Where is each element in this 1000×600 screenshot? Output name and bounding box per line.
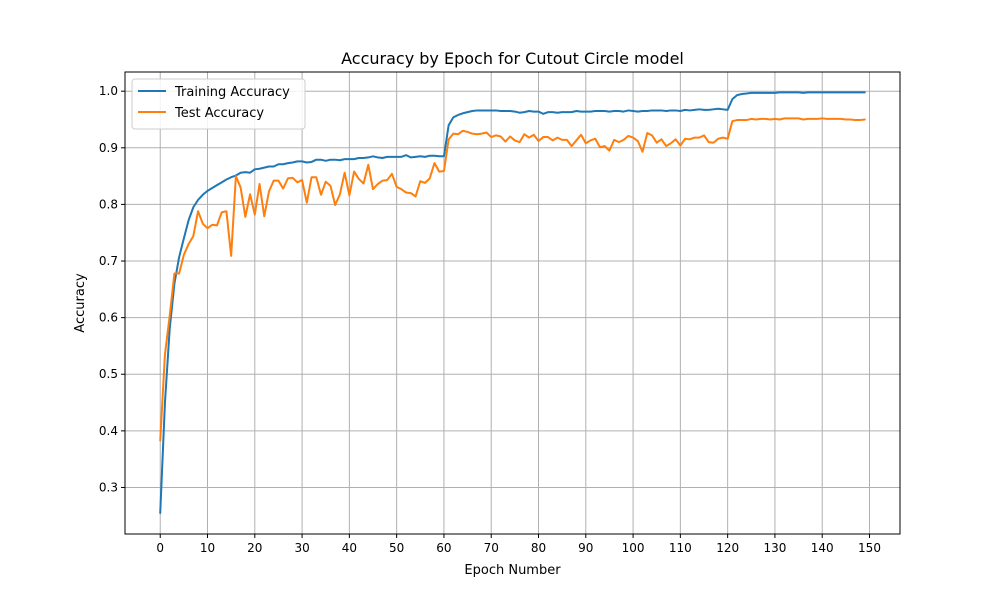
x-tick-label: 120 bbox=[716, 541, 739, 555]
x-tick-label: 110 bbox=[669, 541, 692, 555]
x-tick-label: 80 bbox=[531, 541, 546, 555]
series-line-test-accuracy bbox=[159, 117, 866, 442]
x-tick-label: 30 bbox=[294, 541, 309, 555]
series-line-training-accuracy bbox=[159, 91, 866, 514]
x-tick-label: 140 bbox=[811, 541, 834, 555]
x-axis: 0 10 20 30 40 50 60 70 80 90 100 110 120 130 140 150 bbox=[156, 534, 881, 555]
legend-label-training-accuracy: Training Accuracy bbox=[174, 85, 290, 100]
y-tick-label: 0.5 bbox=[99, 367, 118, 381]
chart-title: Accuracy by Epoch for Cutout Circle mode… bbox=[341, 49, 684, 68]
x-tick-label: 130 bbox=[763, 541, 786, 555]
legend: Training Accuracy Test Accuracy bbox=[131, 78, 306, 130]
x-tick-label: 70 bbox=[484, 541, 499, 555]
x-tick-label: 100 bbox=[622, 541, 645, 555]
y-axis-label: Accuracy bbox=[73, 273, 88, 333]
y-tick-label: 1.0 bbox=[99, 84, 118, 98]
legend-label-test-accuracy: Test Accuracy bbox=[174, 106, 264, 121]
x-tick-label: 150 bbox=[858, 541, 881, 555]
x-tick-label: 40 bbox=[342, 541, 357, 555]
x-tick-label: 90 bbox=[578, 541, 593, 555]
y-tick-label: 0.7 bbox=[99, 254, 118, 268]
x-axis-label: Epoch Number bbox=[464, 563, 561, 578]
x-tick-label: 0 bbox=[156, 541, 164, 555]
x-tick-label: 20 bbox=[247, 541, 262, 555]
legend-box bbox=[131, 78, 306, 130]
y-tick-label: 0.4 bbox=[99, 424, 118, 438]
x-tick-label: 50 bbox=[389, 541, 404, 555]
y-axis: 0.3 0.4 0.5 0.6 0.7 0.8 0.9 1.0 bbox=[99, 84, 125, 494]
series-layer bbox=[159, 91, 866, 514]
y-tick-label: 0.3 bbox=[99, 480, 118, 494]
y-tick-label: 0.8 bbox=[99, 197, 118, 211]
x-tick-label: 60 bbox=[436, 541, 451, 555]
grid-lines bbox=[125, 72, 900, 534]
x-tick-label: 10 bbox=[200, 541, 215, 555]
plot-frame bbox=[124, 71, 901, 535]
y-tick-label: 0.9 bbox=[99, 141, 118, 155]
y-tick-label: 0.6 bbox=[99, 311, 118, 325]
